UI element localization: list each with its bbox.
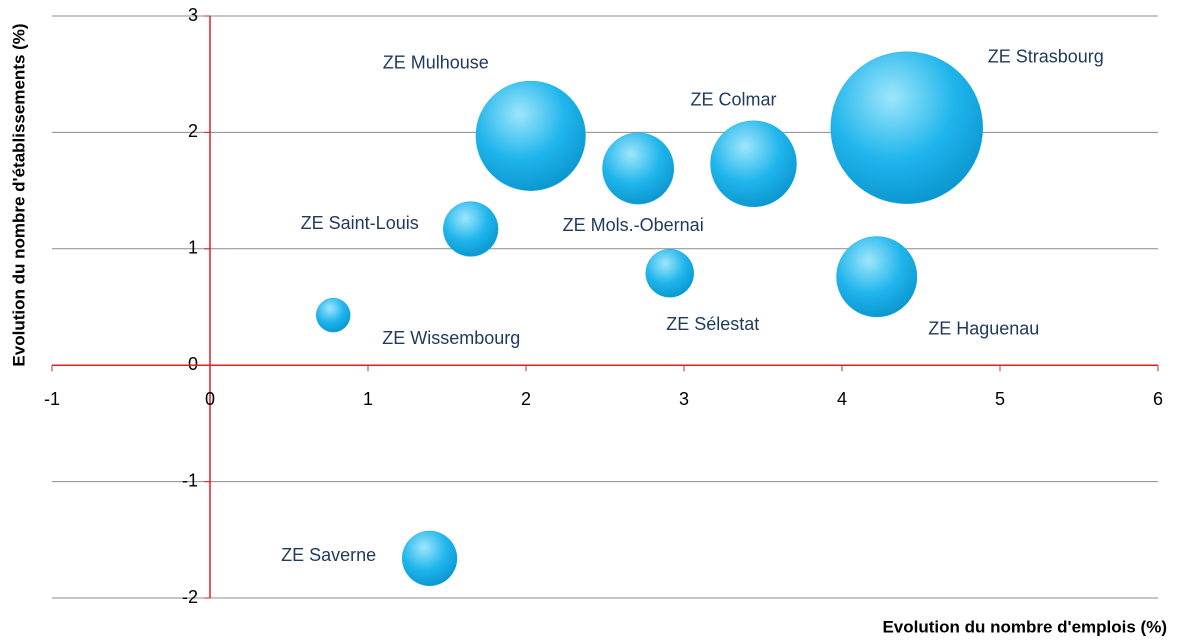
x-tick-label: 6 — [1153, 389, 1163, 409]
x-tick-label: 3 — [679, 389, 689, 409]
bubble — [836, 236, 918, 318]
bubble — [443, 201, 499, 257]
bubble-label: ZE Saverne — [281, 545, 376, 565]
x-tick-label: 4 — [837, 389, 847, 409]
y-tick-label: 2 — [188, 121, 198, 141]
y-tick-label: 3 — [188, 5, 198, 25]
bubble — [645, 248, 695, 298]
bubble — [401, 530, 458, 587]
x-tick-label: -1 — [44, 389, 60, 409]
bubble — [315, 297, 351, 333]
bubble — [830, 51, 984, 204]
x-axis-title: Evolution du nombre d'emplois (%) — [882, 617, 1167, 636]
bubble-label: ZE Mulhouse — [383, 53, 489, 73]
bubble-label: ZE Sélestat — [666, 314, 759, 334]
bubble-label: ZE Mols.-Obernai — [563, 215, 704, 235]
bubble-label: ZE Wissembourg — [382, 328, 520, 348]
y-axis-title: Evolution du nombre d'établissements (%) — [9, 23, 28, 366]
y-tick-label: -1 — [182, 470, 198, 490]
y-tick-label: 1 — [188, 238, 198, 258]
bubble-label: ZE Saint-Louis — [301, 213, 419, 233]
x-tick-label: 5 — [995, 389, 1005, 409]
bubble-label: ZE Colmar — [691, 90, 777, 110]
bubble — [475, 80, 586, 191]
bubble-label: ZE Haguenau — [928, 318, 1039, 338]
x-tick-label: 0 — [205, 389, 215, 409]
x-tick-label: 1 — [363, 389, 373, 409]
y-tick-label: -2 — [182, 587, 198, 607]
y-tick-label: 0 — [188, 354, 198, 374]
bubble — [602, 132, 675, 205]
x-tick-label: 2 — [521, 389, 531, 409]
bubble-label: ZE Strasbourg — [988, 46, 1104, 66]
bubble — [710, 120, 797, 208]
